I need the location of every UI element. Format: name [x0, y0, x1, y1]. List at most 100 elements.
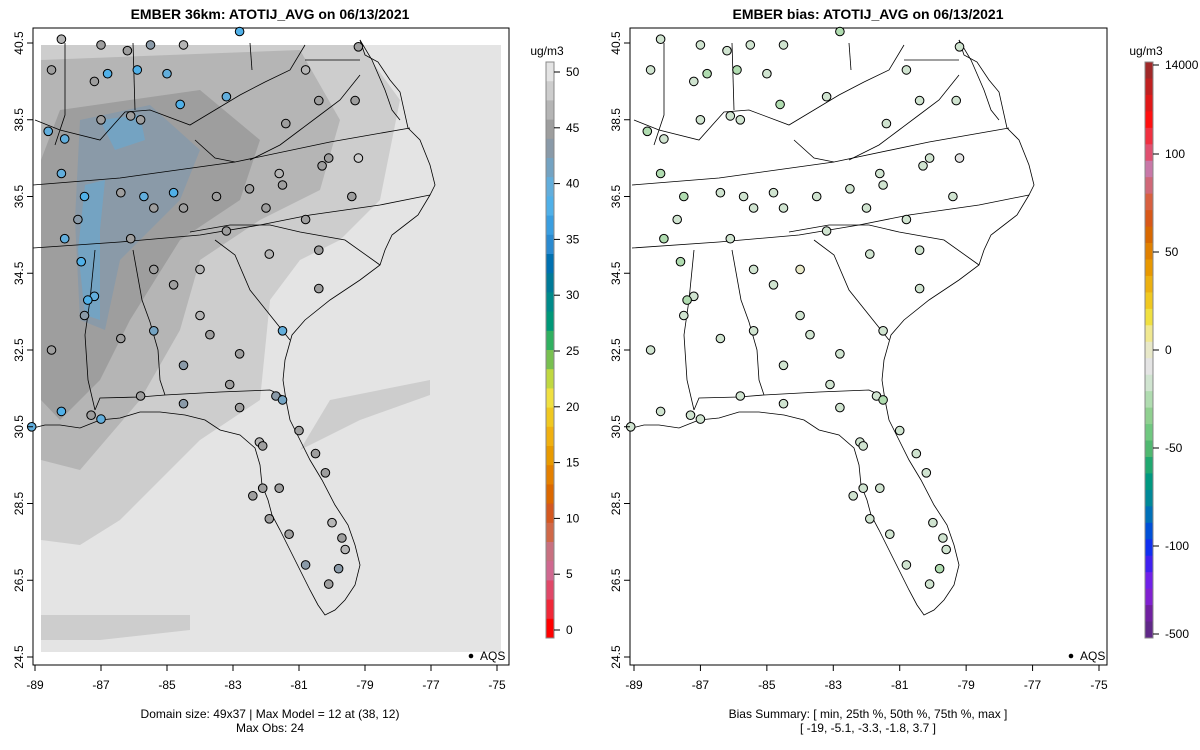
- colorbar-tick-label: 50: [566, 65, 580, 79]
- station-point: [722, 45, 732, 56]
- colorbar-swatch: [546, 81, 554, 101]
- station-point: [778, 203, 789, 213]
- colorbar-swatch: [546, 196, 554, 217]
- colorbar-swatch: [546, 580, 554, 601]
- station-point: [901, 214, 912, 225]
- station-point: [320, 468, 331, 478]
- station-point: [353, 42, 364, 52]
- model-field: [41, 45, 501, 652]
- station-point: [914, 95, 925, 106]
- station-point: [314, 245, 324, 255]
- y-tick-label: 34.5: [609, 261, 623, 285]
- colorbar-swatch: [1145, 111, 1153, 129]
- station-point: [735, 115, 746, 125]
- left-legend-dot-icon: [468, 653, 474, 659]
- station-point: [43, 126, 54, 137]
- station-point: [745, 40, 756, 50]
- station-point: [132, 65, 143, 75]
- station-point: [135, 115, 146, 125]
- station-point: [79, 191, 90, 202]
- station-point: [195, 310, 205, 321]
- station-point: [178, 398, 189, 409]
- colorbar-swatch: [1145, 243, 1153, 260]
- station-point: [921, 468, 932, 478]
- station-point: [116, 187, 126, 198]
- colorbar-swatch: [1145, 522, 1153, 540]
- station-point: [861, 203, 872, 213]
- station-point: [835, 26, 845, 37]
- y-tick-label: 40.5: [12, 31, 26, 55]
- colorbar-swatch: [546, 407, 554, 428]
- station-point: [323, 579, 334, 589]
- station-point: [954, 42, 965, 52]
- colorbar-swatch: [1145, 127, 1153, 145]
- station-point: [682, 295, 692, 305]
- left-colorbar-unit: ug/m3: [530, 44, 564, 58]
- station-point: [149, 203, 159, 213]
- station-point: [924, 579, 935, 589]
- station-point: [762, 68, 772, 79]
- station-point: [46, 65, 57, 75]
- colorbar-tick-label: -500: [1165, 627, 1189, 641]
- station-point: [878, 326, 888, 336]
- colorbar-swatch: [1145, 605, 1153, 623]
- colorbar-tick-label: 35: [566, 232, 580, 246]
- station-point: [645, 345, 656, 355]
- right-y-axis: 40.5 38.5 36.5 34.5 32.5 30.5 28.5 26.5 24.5: [609, 31, 630, 669]
- colorbar-swatch: [546, 484, 554, 505]
- y-tick-label: 34.5: [12, 261, 26, 285]
- colorbar-swatch: [1145, 62, 1153, 79]
- colorbar-swatch: [1145, 210, 1153, 228]
- station-point: [340, 544, 351, 555]
- station-point: [941, 544, 952, 555]
- station-point: [748, 203, 759, 213]
- colorbar-swatch: [1145, 506, 1153, 524]
- station-point: [135, 391, 146, 401]
- colorbar-swatch: [546, 426, 554, 447]
- colorbar-swatch: [546, 350, 554, 370]
- station-point: [715, 187, 726, 198]
- station-point: [702, 68, 712, 79]
- colorbar-tick-label: 30: [566, 288, 580, 302]
- colorbar-swatch: [546, 618, 554, 639]
- x-tick-label: -83: [224, 678, 242, 692]
- colorbar-swatch: [1145, 555, 1153, 573]
- colorbar-swatch: [1145, 588, 1153, 606]
- y-tick-label: 24.5: [609, 645, 623, 669]
- station-point: [96, 115, 106, 125]
- colorbar-tick-label: 10: [566, 511, 580, 525]
- station-point: [901, 65, 912, 75]
- station-point: [835, 349, 845, 359]
- station-point: [205, 329, 215, 340]
- colorbar-swatch: [546, 234, 554, 255]
- station-point: [125, 233, 136, 244]
- station-point: [878, 395, 888, 405]
- colorbar-swatch: [546, 100, 554, 121]
- station-point: [162, 68, 172, 79]
- station-point: [914, 245, 925, 255]
- station-point: [928, 517, 938, 528]
- right-legend-dot-icon: [1068, 653, 1074, 659]
- colorbar-tick-label: 100: [1165, 147, 1185, 161]
- colorbar-swatch: [546, 62, 554, 82]
- station-point: [264, 249, 275, 259]
- station-point: [149, 326, 159, 336]
- x-tick-label: -77: [1024, 678, 1042, 692]
- x-tick-label: -85: [158, 678, 176, 692]
- station-point: [314, 283, 324, 294]
- station-point: [655, 34, 666, 45]
- station-point: [934, 563, 945, 574]
- x-tick-label: -89: [26, 678, 44, 692]
- station-point: [695, 115, 706, 125]
- left-caption-line2: Max Obs: 24: [236, 721, 304, 735]
- colorbar-swatch: [1145, 177, 1153, 195]
- x-tick-label: -81: [891, 678, 909, 692]
- left-y-axis: 40.5 38.5 36.5 34.5 32.5 30.5 28.5 26.5 24.5: [12, 31, 33, 669]
- station-point: [300, 560, 311, 570]
- station-point: [83, 295, 93, 305]
- colorbar-swatch: [1145, 374, 1153, 392]
- colorbar-swatch: [1145, 407, 1153, 425]
- colorbar-frame: [545, 61, 555, 639]
- x-tick-label: -75: [1090, 678, 1108, 692]
